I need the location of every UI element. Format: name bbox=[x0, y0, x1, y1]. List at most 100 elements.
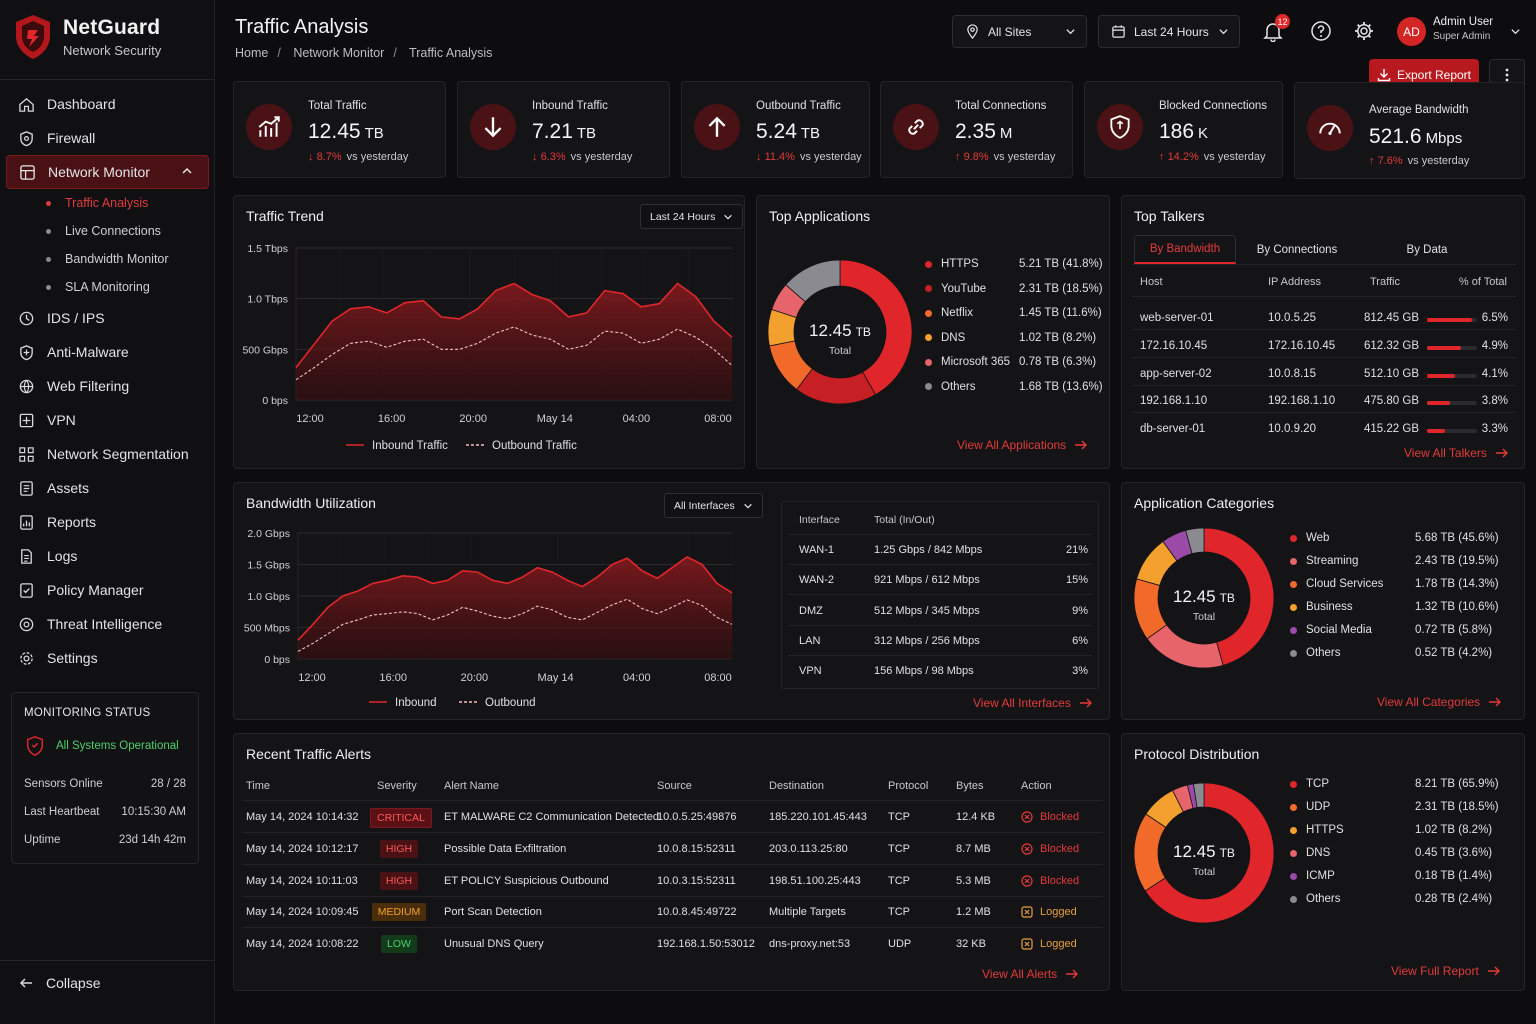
donut-slice-others[interactable] bbox=[1193, 782, 1205, 808]
sidebar-item-web-filtering[interactable]: Web Filtering bbox=[6, 369, 209, 403]
legend-item-icmp[interactable]: ICMP 0.18 TB (1.4%) bbox=[1290, 870, 1492, 882]
user-menu[interactable]: Admin User Super Admin bbox=[1433, 16, 1493, 42]
sidebar-subitem-bandwidth-monitor[interactable]: Bandwidth Monitor bbox=[6, 245, 209, 273]
donut-slice-web[interactable] bbox=[1203, 527, 1275, 666]
donut-slice-https[interactable] bbox=[839, 259, 913, 396]
sidebar-item-settings[interactable]: Settings bbox=[6, 641, 209, 675]
logged-icon bbox=[1021, 938, 1033, 950]
view-full-report-link[interactable]: View Full Report bbox=[1391, 964, 1501, 978]
talker-ip: 172.16.10.45 bbox=[1268, 339, 1336, 352]
sidebar-item-dashboard[interactable]: Dashboard bbox=[6, 87, 209, 121]
sidebar-item-firewall[interactable]: Firewall bbox=[6, 121, 209, 155]
divider bbox=[788, 654, 1092, 656]
view-all-applications-label: View All Applications bbox=[957, 438, 1067, 452]
view-all-talkers-link[interactable]: View All Talkers bbox=[1404, 446, 1509, 460]
sidebar-item-assets[interactable]: Assets bbox=[6, 471, 209, 505]
sidebar-item-vpn[interactable]: VPN bbox=[6, 403, 209, 437]
talker-host: 172.16.10.45 bbox=[1140, 339, 1208, 352]
interface-total: 921 Mbps / 612 Mbps bbox=[874, 574, 980, 587]
legend-item-cloud-services[interactable]: Cloud Services 1.78 TB (14.3%) bbox=[1290, 578, 1499, 590]
kpi-change: ↑ 14.2% vs yesterday bbox=[1159, 151, 1266, 163]
time-range-selector[interactable]: Last 24 Hours bbox=[1098, 15, 1240, 48]
view-all-categories-link[interactable]: View All Categories bbox=[1377, 695, 1502, 709]
column-header: Total (In/Out) bbox=[874, 514, 935, 526]
sidebar-subitem-traffic-analysis[interactable]: Traffic Analysis bbox=[6, 189, 209, 217]
brand[interactable]: NetGuard Network Security bbox=[14, 14, 161, 60]
legend-label: DNS bbox=[1306, 847, 1331, 859]
talker-host: app-server-02 bbox=[1140, 367, 1212, 380]
view-all-alerts-link[interactable]: View All Alerts bbox=[982, 967, 1079, 981]
legend-item-https[interactable]: HTTPS 5.21 TB (41.8%) bbox=[925, 258, 1105, 270]
breadcrumb-network-monitor[interactable]: Network Monitor bbox=[293, 46, 385, 60]
interfaces-table: Interface Total (In/Out) WAN-1 1.25 Gbps / … bbox=[781, 501, 1099, 689]
legend-item-streaming[interactable]: Streaming 2.43 TB (19.5%) bbox=[1290, 555, 1499, 567]
donut-slice-others[interactable] bbox=[785, 259, 841, 303]
legend-item-social-media[interactable]: Social Media 0.72 TB (5.8%) bbox=[1290, 624, 1492, 636]
inbound-line bbox=[297, 555, 733, 641]
severity-badge: HIGH bbox=[379, 839, 419, 858]
legend-item-web[interactable]: Web 5.68 TB (45.6%) bbox=[1290, 532, 1499, 544]
sidebar-subitem-live-connections[interactable]: Live Connections bbox=[6, 217, 209, 245]
kpi-change-note: vs yesterday bbox=[1203, 151, 1266, 163]
breadcrumb-home[interactable]: Home bbox=[235, 46, 269, 60]
kpi-number: 12.45 bbox=[308, 120, 361, 143]
alert-action: Blocked bbox=[1021, 811, 1079, 823]
site-selector[interactable]: All Sites bbox=[952, 15, 1087, 48]
legend-item-microsoft-365[interactable]: Microsoft 365 0.78 TB (6.3%) bbox=[925, 356, 1105, 368]
legend-item-https[interactable]: HTTPS 1.02 TB (8.2%) bbox=[1290, 824, 1492, 836]
sidebar-item-network-monitor[interactable]: Network Monitor bbox=[6, 155, 209, 189]
chevron-down-icon[interactable] bbox=[1510, 26, 1521, 37]
legend-item-netflix[interactable]: Netflix 1.45 TB (11.6%) bbox=[925, 307, 1105, 319]
bandwidth-title: Bandwidth Utilization bbox=[246, 495, 376, 511]
kpi-unit: K bbox=[1198, 125, 1209, 142]
legend-item-others[interactable]: Others 0.28 TB (2.4%) bbox=[1290, 893, 1492, 905]
kpi-icon-badge bbox=[246, 104, 292, 150]
avatar[interactable]: AD bbox=[1397, 17, 1426, 46]
sidebar-item-ids-ips[interactable]: IDS / IPS bbox=[6, 301, 209, 335]
legend-item-others[interactable]: Others 1.68 TB (13.6%) bbox=[925, 381, 1105, 393]
gauge-icon bbox=[1319, 122, 1341, 136]
top-applications-title: Top Applications bbox=[769, 208, 871, 224]
sidebar-item-policy-manager[interactable]: Policy Manager bbox=[6, 573, 209, 607]
donut-slice-tcp[interactable] bbox=[1144, 782, 1275, 924]
gear-icon[interactable] bbox=[1353, 20, 1375, 42]
tab-by-data[interactable]: By Data bbox=[1406, 243, 1448, 256]
arrow-right-icon bbox=[1489, 697, 1502, 707]
sidebar-subitem-sla-monitoring[interactable]: SLA Monitoring bbox=[6, 273, 209, 301]
alert-bytes: 5.3 MB bbox=[956, 874, 991, 887]
dashboard-icon bbox=[19, 97, 34, 112]
severity-badge: HIGH bbox=[379, 871, 419, 890]
kpi-icon-badge bbox=[694, 104, 740, 150]
tab-by-bandwidth[interactable]: By Bandwidth bbox=[1134, 235, 1236, 264]
sidebar-item-threat-intelligence[interactable]: Threat Intelligence bbox=[6, 607, 209, 641]
legend-item-udp[interactable]: UDP 2.31 TB (18.5%) bbox=[1290, 801, 1499, 813]
monitoring-title: MONITORING STATUS bbox=[24, 707, 151, 719]
vpn-icon bbox=[19, 413, 34, 427]
legend-item-tcp[interactable]: TCP 8.21 TB (65.9%) bbox=[1290, 778, 1499, 790]
donut-slice-others[interactable] bbox=[1185, 527, 1205, 555]
traffic-trend-range-select[interactable]: Last 24 Hours bbox=[640, 204, 744, 229]
sidebar-item-logs[interactable]: Logs bbox=[6, 539, 209, 573]
legend-item-dns[interactable]: DNS 0.45 TB (3.6%) bbox=[1290, 847, 1492, 859]
sidebar-item-reports[interactable]: Reports bbox=[6, 505, 209, 539]
legend-label: UDP bbox=[1306, 801, 1331, 813]
kpi-number: 186 bbox=[1159, 120, 1195, 143]
sensors-label: Sensors Online bbox=[24, 778, 103, 790]
collapse-sidebar-button[interactable]: Collapse bbox=[18, 975, 100, 991]
legend-item-dns[interactable]: DNS 1.02 TB (8.2%) bbox=[925, 332, 1105, 344]
inbound-area bbox=[298, 556, 732, 659]
donut-total-label: Total bbox=[829, 345, 851, 357]
legend-value: 1.02 TB (8.2%) bbox=[1019, 331, 1097, 344]
legend-item-others[interactable]: Others 0.52 TB (4.2%) bbox=[1290, 647, 1492, 659]
interfaces-select[interactable]: All Interfaces bbox=[664, 493, 763, 518]
view-all-applications-link[interactable]: View All Applications bbox=[957, 438, 1088, 452]
sidebar-item-network-segmentation[interactable]: Network Segmentation bbox=[6, 437, 209, 471]
legend-item-youtube[interactable]: YouTube 2.31 TB (18.5%) bbox=[925, 283, 1105, 295]
help-icon[interactable] bbox=[1310, 20, 1332, 42]
view-all-interfaces-link[interactable]: View All Interfaces bbox=[973, 696, 1093, 710]
tab-by-connections[interactable]: By Connections bbox=[1256, 243, 1338, 256]
interface-percent: 6% bbox=[1072, 634, 1088, 647]
bandwidth-utilization-card: Bandwidth Utilization All Interfaces 2.0… bbox=[233, 482, 1110, 720]
legend-item-business[interactable]: Business 1.32 TB (10.6%) bbox=[1290, 601, 1499, 613]
sidebar-item-anti-malware[interactable]: Anti-Malware bbox=[6, 335, 209, 369]
